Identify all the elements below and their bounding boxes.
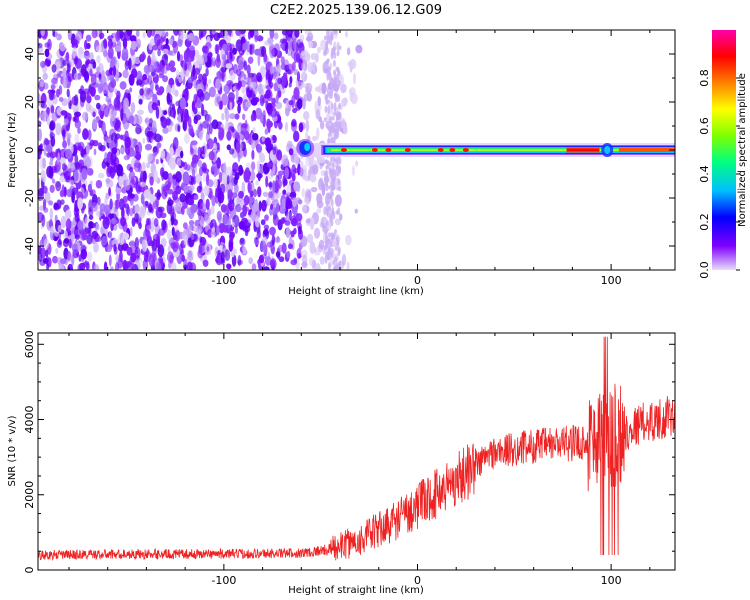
- spectrogram-noise: [38, 30, 363, 270]
- x-tick-label: 0: [414, 274, 421, 287]
- colorbar-tick-label: 0.4: [698, 165, 711, 183]
- snr-frame: [37, 332, 676, 571]
- snr-y-ticks: 0 2000 4000 6000: [23, 330, 675, 574]
- snr-x-label: Height of straight line (km): [288, 585, 424, 596]
- snr-series-line: [38, 336, 675, 562]
- y-tick-label: -20: [23, 189, 36, 207]
- colorbar-tick-label: 0.8: [698, 69, 711, 87]
- spectrogram-panel: -100 0 100 -40 -20 0 20 40 Height of straight …: [7, 29, 676, 297]
- y-tick-label: 40: [23, 47, 36, 61]
- y-tick-label: 0: [23, 147, 36, 154]
- x-tick-label: -100: [211, 574, 236, 587]
- colorbar-tick-label: 0.0: [698, 261, 711, 279]
- y-tick-label: 0: [23, 567, 36, 574]
- x-tick-label: 100: [601, 574, 622, 587]
- x-tick-label: 100: [601, 274, 622, 287]
- y-tick-label: 4000: [23, 406, 36, 434]
- colorbar-tick-label: 0.6: [698, 117, 711, 135]
- x-tick-label: -100: [211, 274, 236, 287]
- y-tick-label: -40: [23, 237, 36, 255]
- spectrogram-x-ticks: -100 0 100: [68, 30, 651, 287]
- colorbar-ticks: 0.0 0.2 0.4 0.6 0.8: [698, 69, 740, 279]
- spectrogram-y-ticks: -40 -20 0 20 40: [23, 29, 675, 271]
- colorbar-gradient: [712, 30, 736, 270]
- spectrogram-carrier: [296, 139, 675, 157]
- colorbar-label: Normalized spectral amplitude: [737, 73, 748, 227]
- spectrogram-y-label: Frequency (Hz): [7, 112, 18, 188]
- y-tick-label: 20: [23, 95, 36, 109]
- colorbar-tick-label: 0.2: [698, 213, 711, 231]
- colorbar: 0.0 0.2 0.4 0.6 0.8 Normalized spectral ampl…: [698, 30, 748, 279]
- y-tick-label: 2000: [23, 481, 36, 509]
- snr-y-label: SNR (10 * v/v): [7, 415, 18, 486]
- snr-x-ticks: -100 0 100: [68, 333, 651, 587]
- y-tick-label: 6000: [23, 330, 36, 358]
- x-tick-label: 0: [414, 574, 421, 587]
- chart-title: C2E2.2025.139.06.12.G09: [270, 3, 442, 18]
- spectrogram-x-label: Height of straight line (km): [288, 286, 424, 297]
